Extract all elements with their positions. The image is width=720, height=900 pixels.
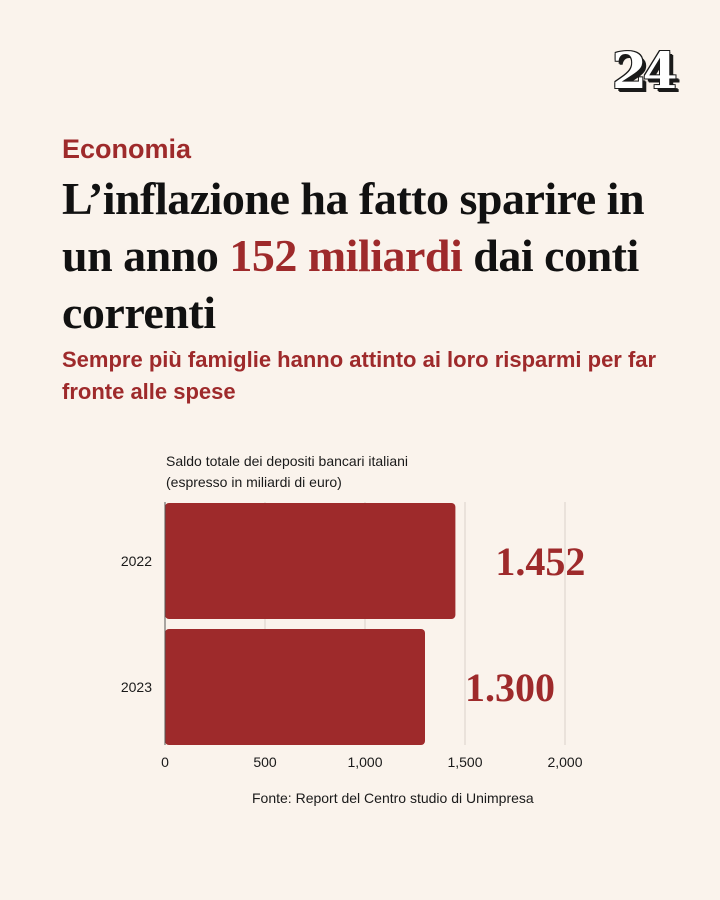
data-label: 1.452 [495, 539, 585, 584]
x-tick-label: 500 [253, 754, 277, 770]
x-tick-label: 0 [161, 754, 169, 770]
headline-highlight: 152 miliardi [229, 230, 463, 281]
x-tick-label: 1,000 [347, 754, 382, 770]
chart-title: Saldo totale dei depositi bancari italia… [166, 453, 408, 469]
source-note: Fonte: Report del Centro studio di Unimp… [252, 790, 534, 806]
subheadline: Sempre più famiglie hanno attinto ai lor… [62, 347, 657, 404]
chart-subtitle: (espresso in miliardi di euro) [166, 474, 342, 490]
headline-text: L’inflazione ha fatto sparire in un anno [62, 173, 645, 281]
bar-2022 [165, 503, 456, 619]
x-tick-label: 1,500 [447, 754, 482, 770]
category-label: 2022 [121, 553, 152, 569]
section-kicker: Economia [62, 134, 192, 164]
headline: L’inflazione ha fatto sparire in un anno… [62, 170, 702, 341]
x-tick-label: 2,000 [547, 754, 582, 770]
bar-chart: Saldo totale dei depositi bancari italia… [121, 453, 586, 770]
bar-2023 [165, 629, 425, 745]
data-label: 1.300 [465, 665, 555, 710]
category-label: 2023 [121, 679, 152, 695]
brand-logo: 24 [612, 41, 678, 100]
headline-text-end: dai conti correnti [62, 230, 639, 338]
